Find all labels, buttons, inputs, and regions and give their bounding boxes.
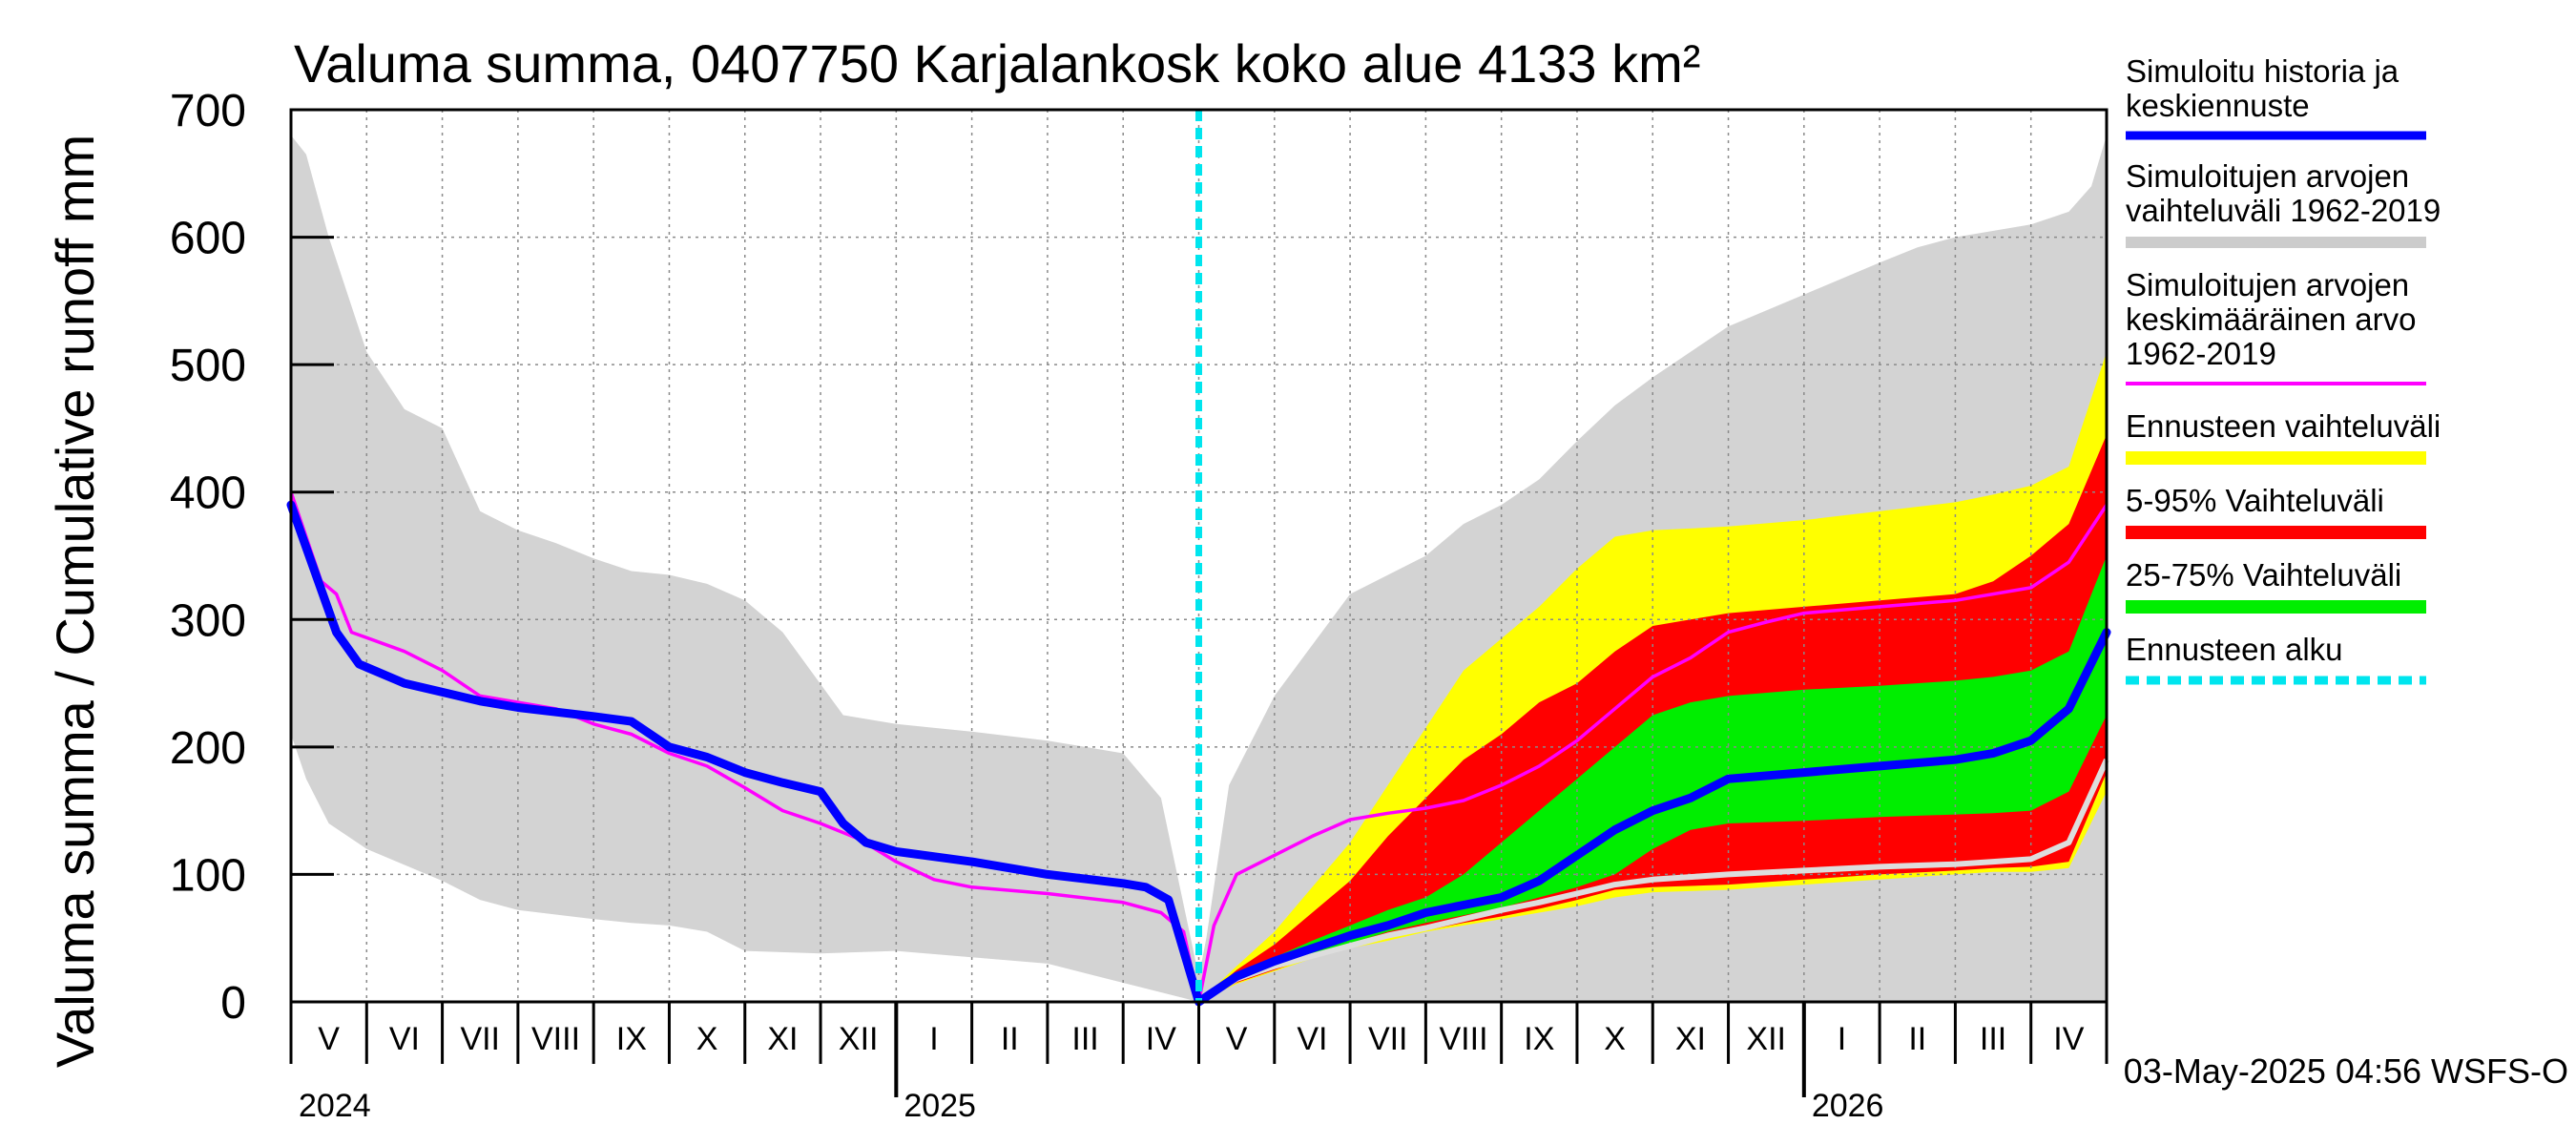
month-label: I <box>929 1021 938 1057</box>
y-tick-label: 700 <box>170 86 246 136</box>
y-tick-label: 100 <box>170 850 246 901</box>
legend-label: Simuloitu historia ja <box>2126 53 2399 89</box>
month-label: I <box>1838 1021 1846 1057</box>
year-label: 2026 <box>1812 1088 1884 1124</box>
y-tick-label: 0 <box>220 978 246 1029</box>
legend-label: Ennusteen alku <box>2126 632 2343 667</box>
y-tick-label: 300 <box>170 595 246 646</box>
month-label: XI <box>767 1021 798 1057</box>
legend-label: 25-75% Vaihteluväli <box>2126 557 2401 593</box>
month-label: III <box>1071 1021 1098 1057</box>
month-label: IX <box>1524 1021 1554 1057</box>
month-label: V <box>1226 1021 1248 1057</box>
month-label: V <box>318 1021 340 1057</box>
month-label: VII <box>460 1021 500 1057</box>
y-axis-label: Valuma summa / Cumulative runoff mm <box>45 135 105 1068</box>
month-label: III <box>1980 1021 2006 1057</box>
month-label: IX <box>616 1021 647 1057</box>
chart-title: Valuma summa, 0407750 Karjalankosk koko … <box>294 33 1700 94</box>
month-label: II <box>1001 1021 1019 1057</box>
month-label: VIII <box>531 1021 580 1057</box>
legend-label: keskimääräinen arvo <box>2126 302 2416 337</box>
y-tick-label: 400 <box>170 468 246 519</box>
y-tick-label: 600 <box>170 214 246 264</box>
month-label: XII <box>839 1021 879 1057</box>
month-label: XI <box>1675 1021 1706 1057</box>
year-label: 2024 <box>299 1088 371 1124</box>
month-label: X <box>1604 1021 1626 1057</box>
month-label: VII <box>1368 1021 1408 1057</box>
month-label: II <box>1908 1021 1926 1057</box>
legend-label: 5-95% Vaihteluväli <box>2126 483 2384 518</box>
band-p25_75 <box>1198 555 2107 1002</box>
line-forecast-median <box>1196 758 2109 1005</box>
line-history-forecast <box>286 500 2111 1007</box>
timestamp: 03-May-2025 04:56 WSFS-O <box>2124 1051 2568 1091</box>
month-label: IV <box>2053 1021 2084 1057</box>
month-label: VI <box>1297 1021 1327 1057</box>
y-tick-label: 200 <box>170 723 246 774</box>
legend-label: vaihteluväli 1962-2019 <box>2126 193 2441 228</box>
month-label: XII <box>1746 1021 1786 1057</box>
legend-label: keskiennuste <box>2126 88 2310 123</box>
month-label: VI <box>389 1021 420 1057</box>
legend-label: 1962-2019 <box>2126 336 2276 371</box>
y-tick-label: 500 <box>170 341 246 391</box>
legend-label: Simuloitujen arvojen <box>2126 267 2409 302</box>
legend-label: Simuloitujen arvojen <box>2126 158 2409 194</box>
month-label: VIII <box>1440 1021 1488 1057</box>
month-label: IV <box>1146 1021 1176 1057</box>
year-label: 2025 <box>904 1088 976 1124</box>
month-label: X <box>696 1021 718 1057</box>
legend-label: Ennusteen vaihteluväli <box>2126 408 2441 444</box>
